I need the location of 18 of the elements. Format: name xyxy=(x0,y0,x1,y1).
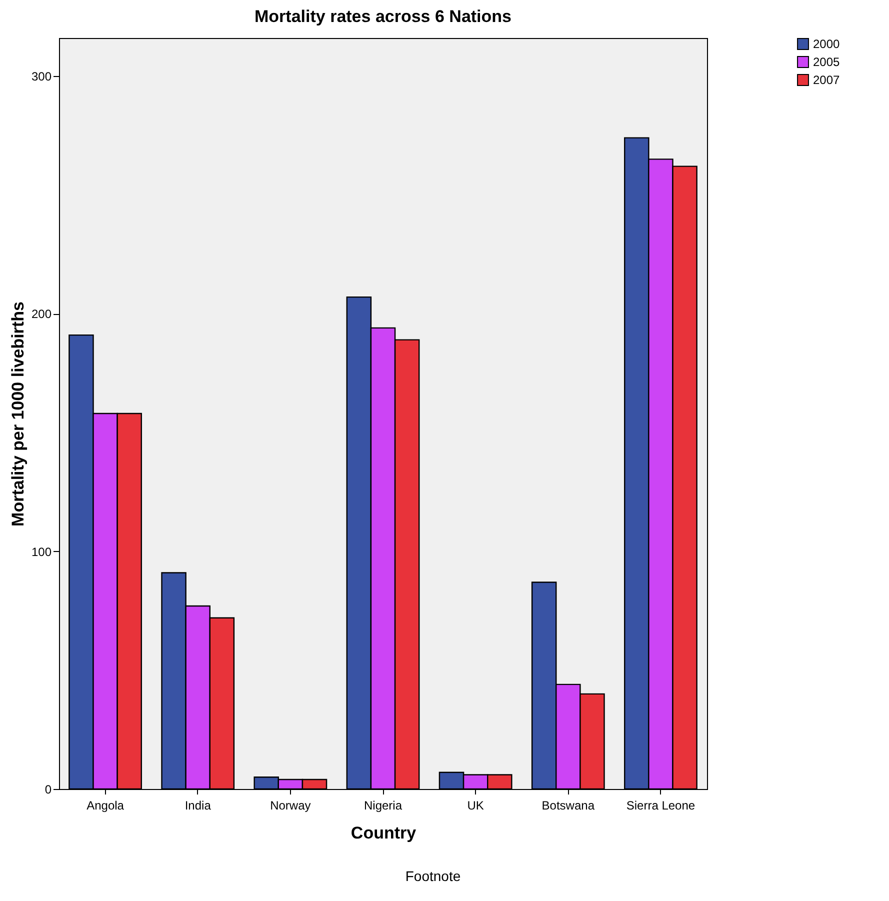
legend-label: 2005 xyxy=(813,55,840,69)
y-axis-title: Mortality per 1000 livebirths xyxy=(8,302,28,526)
y-tick-label: 300 xyxy=(31,70,52,84)
legend-label: 2000 xyxy=(813,37,840,51)
x-tick-label: Botswana xyxy=(542,798,595,812)
x-tick-label: UK xyxy=(467,798,484,812)
x-tick-label: Norway xyxy=(270,798,311,812)
x-tick-label: India xyxy=(184,798,212,812)
chart-title: Mortality rates across 6 Nations xyxy=(254,7,512,26)
legend-label: 2007 xyxy=(813,73,840,87)
text: Footnote xyxy=(405,868,461,884)
y-tick-label: 100 xyxy=(31,544,52,559)
y-tick-label: 0 xyxy=(44,782,52,796)
x-axis-title: Country xyxy=(350,824,417,842)
x-tick-label: Sierra Leone xyxy=(626,798,696,812)
x-tick-label: Nigeria xyxy=(364,798,402,812)
y-tick-label: 200 xyxy=(31,307,52,322)
x-tick-label: Angola xyxy=(86,798,124,812)
